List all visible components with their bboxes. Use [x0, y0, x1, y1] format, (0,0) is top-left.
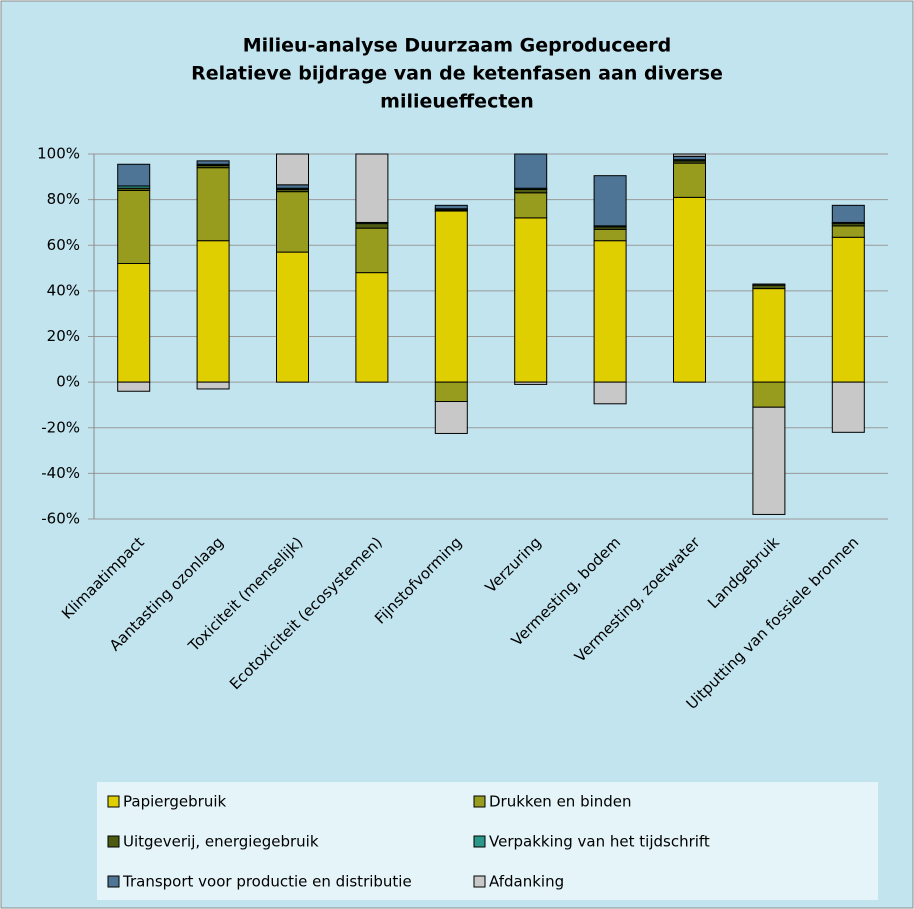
legend-label: Afdanking	[489, 873, 564, 891]
bar-segment	[752, 284, 786, 290]
bar-segment	[752, 288, 786, 383]
bar-segment	[355, 272, 389, 383]
bar-segment	[434, 401, 468, 434]
bar-segment	[831, 225, 865, 238]
bar-segment	[196, 167, 230, 242]
legend	[97, 782, 878, 900]
legend-marker	[107, 835, 120, 848]
y-tick-label: 60%	[47, 236, 80, 254]
bar-segment	[276, 191, 309, 253]
y-tick-label: -40%	[41, 464, 80, 482]
bar-segment	[196, 240, 230, 383]
bar-segment	[117, 263, 151, 383]
bar-segment	[593, 381, 627, 405]
bar-segment	[196, 160, 230, 165]
bar-segment	[831, 236, 865, 383]
y-tick-label: 0%	[56, 373, 80, 391]
legend-label: Transport voor productie en distributie	[122, 873, 412, 891]
bar-segment	[117, 190, 151, 264]
legend-label: Papiergebruik	[123, 793, 226, 811]
bar-segment	[434, 210, 468, 383]
bar-segment	[752, 381, 786, 408]
bar-segment	[117, 381, 151, 392]
legend-label: Uitgeverij, energiegebruik	[123, 833, 319, 851]
bar-segment	[831, 204, 865, 223]
y-tick-label: 40%	[47, 281, 80, 299]
bar-segment	[752, 283, 786, 286]
legend-marker	[107, 795, 120, 808]
chart-title: Milieu-analyse Duurzaam Geproduceerd	[243, 35, 672, 57]
bar-segment	[593, 228, 627, 242]
bar-segment	[673, 162, 706, 198]
bar-segment	[196, 381, 230, 390]
bar-segment	[355, 223, 389, 229]
legend-marker	[473, 835, 486, 848]
y-tick-label: 20%	[47, 327, 80, 345]
bar-segment	[514, 217, 548, 383]
y-tick-label: -60%	[41, 510, 80, 528]
chart-title: milieueffecten	[380, 91, 534, 113]
bar-segment	[434, 381, 468, 403]
chart-title: Relatieve bijdrage van de ketenfasen aan…	[191, 63, 723, 85]
bar-segment	[514, 188, 548, 194]
bar-segment	[514, 153, 548, 189]
legend-marker	[473, 795, 486, 808]
legend-marker	[107, 875, 120, 888]
y-tick-label: 100%	[37, 145, 80, 163]
bar-segment	[673, 155, 706, 161]
bar-segment	[514, 381, 548, 385]
bar-segment	[593, 240, 627, 383]
bar-segment	[514, 192, 548, 219]
bar-segment	[831, 381, 865, 433]
y-tick-label: -20%	[41, 418, 80, 436]
bar-segment	[355, 153, 389, 223]
bar-segment	[355, 227, 389, 274]
bar-segment	[673, 196, 706, 383]
legend-marker	[473, 875, 486, 888]
bar-segment	[593, 175, 627, 227]
legend-label: Verpakking van het tijdschrift	[489, 833, 710, 851]
bar-segment	[276, 184, 309, 189]
bar-segment	[276, 153, 309, 186]
bar-segment	[434, 204, 468, 210]
y-tick-label: 80%	[47, 190, 80, 208]
bar-segment	[117, 163, 151, 187]
bar-segment	[673, 153, 706, 157]
legend-label: Drukken en binden	[489, 793, 632, 811]
bar-segment	[752, 406, 786, 515]
bar-segment	[276, 251, 309, 383]
